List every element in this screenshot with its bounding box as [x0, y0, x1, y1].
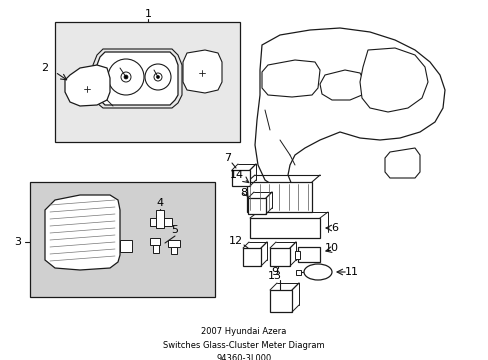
- Text: 12: 12: [228, 236, 243, 246]
- Bar: [156, 210, 163, 228]
- Text: 10: 10: [325, 243, 338, 253]
- Polygon shape: [45, 195, 120, 270]
- Text: 1: 1: [144, 9, 151, 19]
- Text: 9: 9: [271, 267, 278, 277]
- Polygon shape: [262, 60, 319, 97]
- Bar: [120, 240, 132, 252]
- Text: 11: 11: [345, 267, 358, 277]
- Bar: [168, 240, 180, 247]
- Bar: [294, 251, 299, 259]
- Text: 2: 2: [41, 63, 48, 73]
- Circle shape: [124, 75, 128, 79]
- Bar: [249, 218, 319, 238]
- Text: 7: 7: [224, 153, 231, 163]
- Text: 3: 3: [15, 237, 21, 247]
- Bar: [295, 270, 301, 275]
- Bar: [247, 198, 265, 214]
- Polygon shape: [97, 52, 178, 105]
- Text: 4: 4: [156, 198, 163, 208]
- Circle shape: [156, 76, 159, 78]
- Bar: [269, 248, 289, 266]
- Text: 2007 Hyundai Azera
Switches Glass-Cluster Meter Diagram
94360-3L000: 2007 Hyundai Azera Switches Glass-Cluste…: [163, 327, 324, 360]
- Text: 14: 14: [229, 170, 244, 180]
- Bar: [171, 247, 177, 254]
- Ellipse shape: [304, 264, 331, 280]
- Bar: [243, 248, 261, 266]
- Bar: [297, 247, 319, 262]
- Polygon shape: [65, 65, 110, 106]
- Text: 5: 5: [171, 225, 178, 235]
- Polygon shape: [384, 148, 419, 178]
- Polygon shape: [183, 50, 222, 93]
- Text: 13: 13: [267, 271, 282, 281]
- Polygon shape: [254, 28, 444, 192]
- Bar: [231, 170, 249, 186]
- Bar: [269, 290, 291, 312]
- Bar: [246, 182, 311, 212]
- Bar: [150, 218, 172, 226]
- Bar: [150, 238, 160, 245]
- Polygon shape: [319, 70, 364, 100]
- Bar: [55, 22, 240, 142]
- Text: 6: 6: [331, 223, 338, 233]
- Bar: [30, 182, 215, 297]
- Polygon shape: [359, 48, 427, 112]
- Text: 8: 8: [240, 188, 247, 198]
- Bar: [153, 245, 159, 253]
